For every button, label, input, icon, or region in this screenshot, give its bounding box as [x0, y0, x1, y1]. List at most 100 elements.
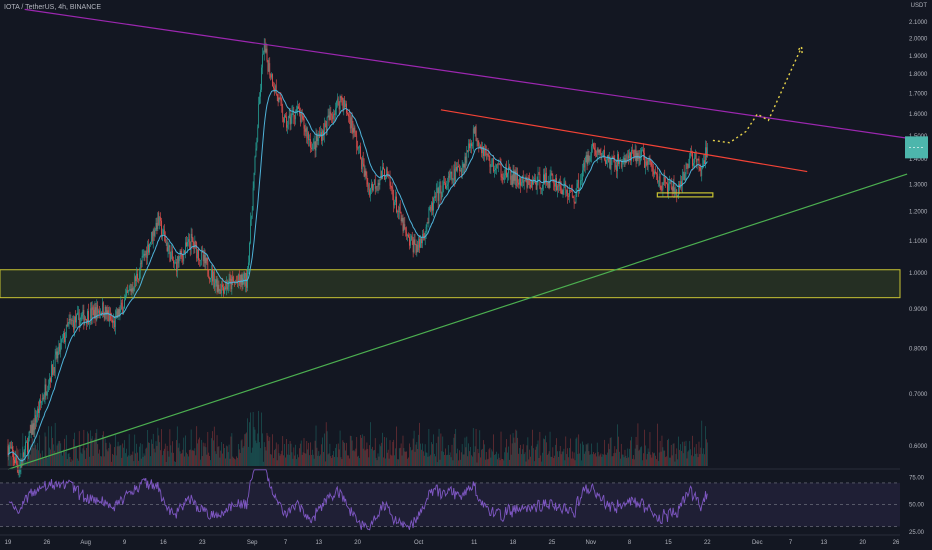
candle-body — [437, 188, 439, 201]
candle-body — [315, 134, 317, 151]
volume-bar — [457, 448, 458, 466]
volume-bar — [455, 428, 457, 466]
volume-bar — [548, 451, 550, 466]
time-tick-label: Dec — [752, 540, 763, 546]
candle-body — [671, 187, 673, 191]
volume-bar — [296, 459, 297, 466]
candle-body — [362, 158, 364, 164]
candle-body — [612, 156, 614, 158]
volume-bar — [605, 454, 606, 466]
volume-bar — [343, 442, 345, 466]
volume-bar — [326, 431, 328, 466]
volume-bar — [138, 460, 139, 466]
volume-bar — [276, 460, 278, 466]
volume-bar — [491, 449, 493, 466]
volume-bar — [268, 440, 270, 466]
volume-bar — [578, 434, 580, 466]
volume-bar — [220, 450, 222, 466]
projection-path[interactable] — [712, 46, 803, 144]
support-zone-band[interactable] — [0, 269, 901, 299]
support-line[interactable] — [7, 173, 908, 470]
drawings-layer[interactable] — [7, 8, 908, 470]
candle-body — [257, 127, 259, 142]
volume-bar — [347, 455, 348, 466]
candle-body — [89, 322, 90, 324]
support-zone[interactable] — [0, 269, 901, 299]
volume-bar — [437, 436, 439, 466]
volume-bar — [89, 430, 91, 466]
time-tick-label: 15 — [665, 540, 672, 546]
candle-body — [161, 220, 162, 237]
price-tick-label: 1.1000 — [909, 239, 928, 245]
candle-body — [570, 190, 572, 191]
volume-bar — [163, 448, 165, 466]
volume-bar — [213, 440, 214, 466]
candle-body — [123, 308, 124, 314]
candle-body — [100, 312, 101, 315]
candle-body — [200, 250, 202, 261]
candle-body — [638, 155, 640, 160]
candle-body — [414, 239, 416, 245]
volume-bar — [435, 456, 436, 466]
candle-body — [373, 184, 374, 191]
volume-bar — [652, 452, 654, 466]
volume-bar — [111, 461, 112, 466]
volume-bar — [87, 431, 88, 466]
candle-body — [696, 158, 698, 163]
candle-body — [313, 141, 315, 143]
volume-bar — [451, 444, 453, 466]
long-resistance-line[interactable] — [24, 8, 908, 139]
volume-bar — [342, 440, 344, 466]
candle-body — [29, 431, 31, 434]
candle-body — [376, 186, 378, 188]
candle-body — [242, 278, 244, 285]
candle-body — [603, 149, 605, 153]
volume-bar — [570, 458, 572, 466]
price-tick-label: 2.1000 — [909, 20, 928, 26]
time-axis[interactable]: 19 26 Aug 9 16 23 Sep 7 13 20 Oct 11 18 25 Nov 8 15 22 Dec… — [0, 534, 900, 546]
volume-bar — [519, 448, 520, 466]
volume-bar — [335, 447, 336, 466]
volume-bar — [125, 453, 126, 466]
candle-body — [22, 453, 24, 466]
candle-body — [325, 123, 327, 131]
short-resistance-line[interactable] — [440, 109, 808, 173]
neckline-marker[interactable] — [656, 192, 714, 198]
volume-bar — [383, 457, 384, 466]
candle-body — [44, 384, 46, 398]
candle-body — [102, 302, 103, 315]
candle-body — [172, 250, 173, 261]
candle-body — [469, 143, 470, 149]
candle-body — [556, 178, 557, 191]
price-axis[interactable]: 2.10002.00001.90001.80001.70001.60001.50… — [905, 20, 928, 536]
volume-bar — [359, 458, 360, 466]
candle-body — [79, 319, 81, 328]
candle-body — [224, 287, 225, 294]
candle-body — [368, 189, 370, 191]
candle-body — [644, 152, 645, 168]
volume-bar — [705, 426, 706, 466]
candle-body — [537, 173, 539, 183]
candle-body — [410, 235, 412, 240]
candle-body — [533, 179, 534, 185]
candle-body — [462, 163, 464, 168]
volume-bar — [150, 456, 151, 466]
candle-body — [68, 318, 70, 324]
volume-bar — [69, 457, 71, 466]
candle-body — [110, 313, 112, 320]
volume-bar — [121, 457, 123, 466]
candle-body — [383, 167, 384, 169]
candle-body — [65, 324, 67, 337]
candle-body — [367, 184, 369, 190]
volume-bar — [30, 444, 32, 466]
volume-bar — [75, 446, 76, 466]
candle-body — [191, 233, 193, 239]
candle-body — [555, 178, 556, 187]
candle-body — [265, 48, 267, 52]
last-price-marker[interactable] — [905, 136, 928, 159]
candle-body — [189, 244, 191, 250]
candle-body — [194, 240, 196, 248]
candle-body — [520, 178, 521, 186]
candle-body — [663, 176, 665, 183]
